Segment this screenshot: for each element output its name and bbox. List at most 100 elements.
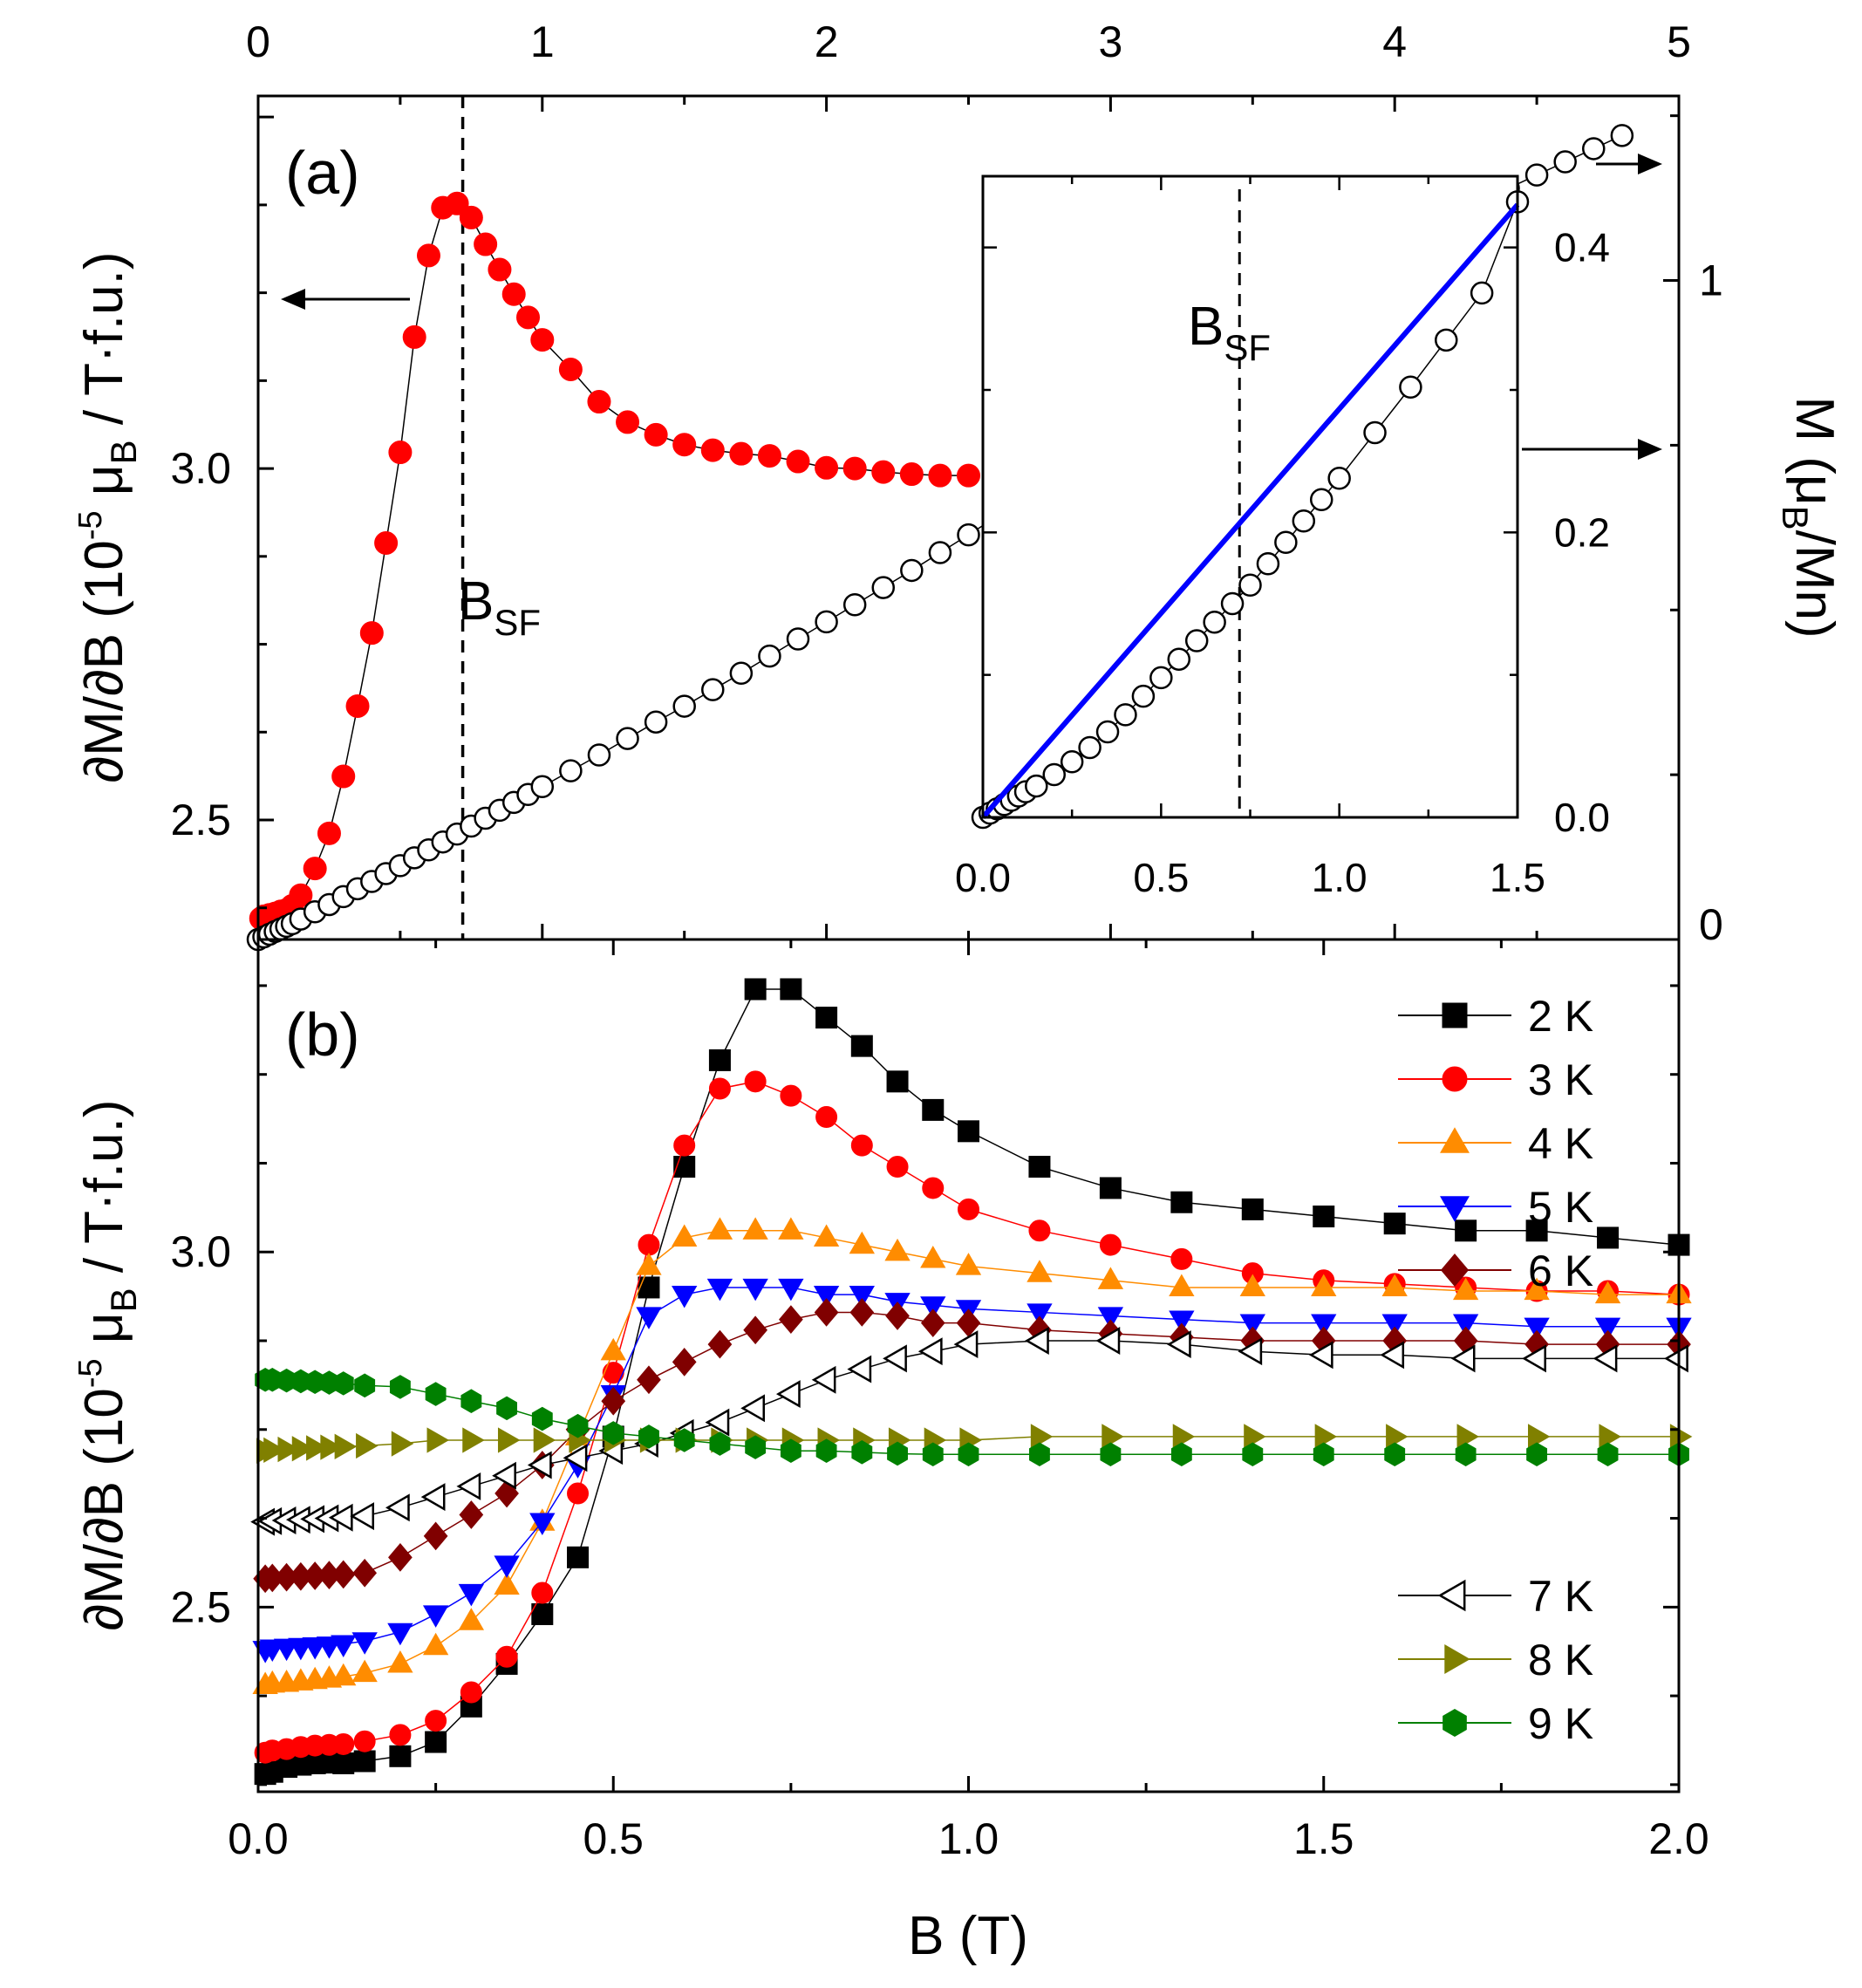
panel-b-point-6k (637, 1365, 661, 1395)
panel-b-point-9k (1242, 1442, 1264, 1467)
panel-a-point-m (1610, 124, 1634, 147)
panel-b-point-9k (673, 1428, 695, 1452)
panel-b-point-4k (672, 1224, 698, 1247)
panel-b-point-8k (497, 1427, 521, 1453)
inset-linear-fit (980, 202, 1520, 819)
panel-b-point-2k (815, 1007, 838, 1029)
panel-a-point-m (1524, 163, 1549, 187)
panel-a-point-m (758, 644, 781, 668)
legend-label-7k: 7 K (1528, 1572, 1593, 1621)
panel-a-point-m (871, 576, 896, 599)
panel-b-point-6k (885, 1301, 910, 1330)
panel-b-point-2k (1597, 1226, 1620, 1249)
inset-x-tick-label: 1.5 (1490, 855, 1545, 900)
panel-a-top-tick-label: 2 (815, 17, 839, 66)
inset-data-point (1167, 647, 1191, 671)
inset-data-point (1042, 762, 1066, 787)
panel-a-point-m (644, 710, 668, 734)
panel-a-point-m (701, 678, 725, 701)
panel-b-point-8k (306, 1435, 329, 1461)
panel-b-point-3k (332, 1732, 355, 1755)
panel-a-point-dmdb (899, 462, 924, 487)
panel-a-point-dmdb (388, 441, 413, 465)
panel-b-point-8k (1456, 1424, 1480, 1450)
panel-b-point-8k (462, 1427, 485, 1453)
panel-b-point-4k (1452, 1277, 1479, 1301)
legend-label-3k: 3 K (1528, 1055, 1593, 1104)
inset-ticks (981, 176, 1519, 819)
legend-label-2k: 2 K (1528, 992, 1593, 1041)
panel-b-point-7k (1522, 1344, 1546, 1373)
panel-b-point-4k (1097, 1267, 1124, 1289)
inset-data-point (1292, 509, 1316, 533)
inset-chart: 0.0 0.5 1.0 1.50.00.20.4 BSF (955, 174, 1610, 900)
panel-b-point-3k (602, 1362, 624, 1384)
panel-a-top-tick-label: 4 (1382, 17, 1407, 66)
panel-b-point-5k (1524, 1317, 1550, 1341)
panel-b-point-8k (1030, 1424, 1054, 1450)
panel-b-point-4k (1381, 1274, 1408, 1297)
panel-a-point-dmdb (957, 463, 980, 488)
panel-b-plot-area (250, 978, 1693, 1786)
inset-data-point (1399, 375, 1422, 399)
inset-data-point (1095, 720, 1120, 744)
panel-b-point-6k (601, 1386, 626, 1416)
legend-item-8k: 8 K (1398, 1636, 1593, 1684)
panel-b-point-8k (1528, 1424, 1551, 1450)
legend-item-3k: 3 K (1398, 1055, 1593, 1104)
inset-y-tick-label: 0.2 (1554, 509, 1610, 555)
panel-b-point-9k (851, 1440, 873, 1465)
panel-a-point-dmdb (317, 821, 341, 845)
panel-b-point-7k (883, 1344, 907, 1373)
panel-b-point-6k (849, 1298, 875, 1327)
panel-b-point-7k (492, 1461, 516, 1490)
panel-b-point-5k (1239, 1314, 1265, 1337)
inset-data-point (1363, 420, 1387, 445)
panel-b-point-3k (389, 1724, 412, 1746)
panel-b-point-2k (1170, 1191, 1193, 1213)
panel-b-point-2k (850, 1035, 873, 1057)
panel-b-point-4k (458, 1608, 485, 1630)
left-axis-arrow (281, 289, 410, 310)
inset-data-point (1309, 488, 1333, 512)
bsf-base: B (458, 571, 494, 632)
panel-b-point-7k (953, 1330, 979, 1359)
panel-b-y-tick-label: 2.5 (170, 1582, 231, 1631)
panel-b-point-4k (1239, 1274, 1265, 1297)
panel-b-point-8k (426, 1427, 450, 1453)
legend-label-9k: 9 K (1528, 1699, 1593, 1748)
panel-b-legend: 2 K 3 K 4 K 5 K 6 K 7 K 8 K 9 K (1398, 992, 1593, 1748)
panel-b-point-2k (1525, 1219, 1548, 1242)
panel-b-point-6k (743, 1315, 768, 1345)
legend-item-9k: 9 K (1398, 1699, 1593, 1748)
panel-b-point-8k (391, 1431, 414, 1457)
panel-b-point-2k (780, 978, 802, 1001)
panel-b-point-9k (1455, 1442, 1477, 1467)
panel-b-point-9k (887, 1441, 908, 1466)
panel-b-point-7k (1166, 1330, 1191, 1359)
panel-b-point-8k (533, 1427, 556, 1453)
panel-a-ticks (256, 96, 1681, 941)
panel-b-point-7k (1025, 1327, 1049, 1355)
inset-data-point (1220, 591, 1245, 616)
panel-b-point-7k (1593, 1344, 1618, 1373)
panel-b-point-7k (385, 1493, 410, 1522)
panel-b-point-3k (744, 1070, 767, 1093)
legend-item-4k: 4 K (1398, 1119, 1593, 1168)
legend-item-6k: 6 K (1398, 1247, 1593, 1295)
panel-b-point-8k (1599, 1424, 1621, 1450)
panel-b-point-8k (1314, 1424, 1338, 1450)
bsf-sub: SF (494, 602, 541, 643)
panel-b-point-3k (531, 1582, 554, 1604)
legend-marker-8k (1444, 1644, 1470, 1674)
panel-a-top-tick-label: 5 (1667, 17, 1691, 66)
panel-b-point-9k (709, 1431, 731, 1456)
panel-b-point-4k (884, 1238, 911, 1261)
panel-b-point-5k (778, 1278, 804, 1301)
panel-b-point-5k (458, 1583, 485, 1607)
panel-b-point-6k (352, 1558, 378, 1588)
panel-b-point-6k (707, 1329, 733, 1359)
panel-b-point-5k (636, 1307, 662, 1329)
panel-b-point-3k (1099, 1233, 1122, 1256)
